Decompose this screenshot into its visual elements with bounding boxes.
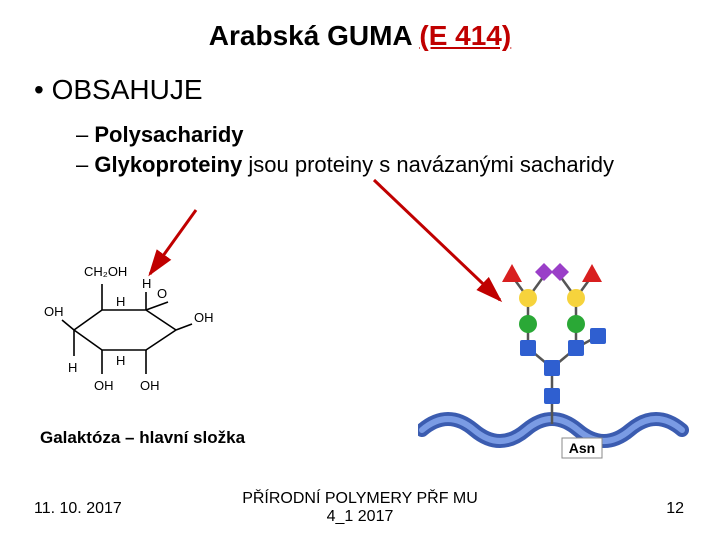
- title-red: (E 414): [419, 20, 511, 51]
- sub2-bold: Glykoproteiny: [94, 152, 242, 177]
- label-h: H: [142, 276, 151, 291]
- label-h: H: [116, 294, 125, 309]
- galactose-structure: CH₂OH OH OH O OH OH H H H H: [44, 248, 224, 418]
- label-oh: OH: [140, 378, 160, 393]
- footer-center: PŘÍRODNÍ POLYMERY PŘF MU 4_1 2017: [0, 490, 720, 526]
- label-ch2oh: CH₂OH: [84, 264, 127, 279]
- label-oh: OH: [194, 310, 214, 325]
- sub1-bold: Polysacharidy: [94, 122, 243, 147]
- label-h: H: [68, 360, 77, 375]
- sub-bullets: – Polysacharidy – Glykoproteiny jsou pro…: [76, 120, 720, 179]
- title-black: Arabská GUMA: [209, 20, 420, 51]
- label-oh: OH: [44, 304, 64, 319]
- glycoprotein-diagram: Asn: [418, 248, 698, 468]
- label-oh: OH: [94, 378, 114, 393]
- galactose-caption: Galaktóza – hlavní složka: [40, 428, 245, 448]
- dash: –: [76, 152, 94, 177]
- main-bullet: • OBSAHUJE: [34, 74, 720, 106]
- sub2-rest: jsou proteiny s navázanými sacharidy: [242, 152, 614, 177]
- page-number: 12: [666, 500, 684, 518]
- dash: –: [76, 122, 94, 147]
- footer-line2: 4_1 2017: [327, 508, 394, 525]
- footer-line1: PŘÍRODNÍ POLYMERY PŘF MU: [242, 490, 478, 507]
- sub-item-1: – Polysacharidy: [76, 120, 720, 150]
- label-o: O: [157, 286, 167, 301]
- slide-title: Arabská GUMA (E 414): [0, 0, 720, 52]
- asn-label: Asn: [569, 440, 595, 456]
- sub-item-2: – Glykoproteiny jsou proteiny s navázaný…: [76, 150, 720, 180]
- label-h: H: [116, 353, 125, 368]
